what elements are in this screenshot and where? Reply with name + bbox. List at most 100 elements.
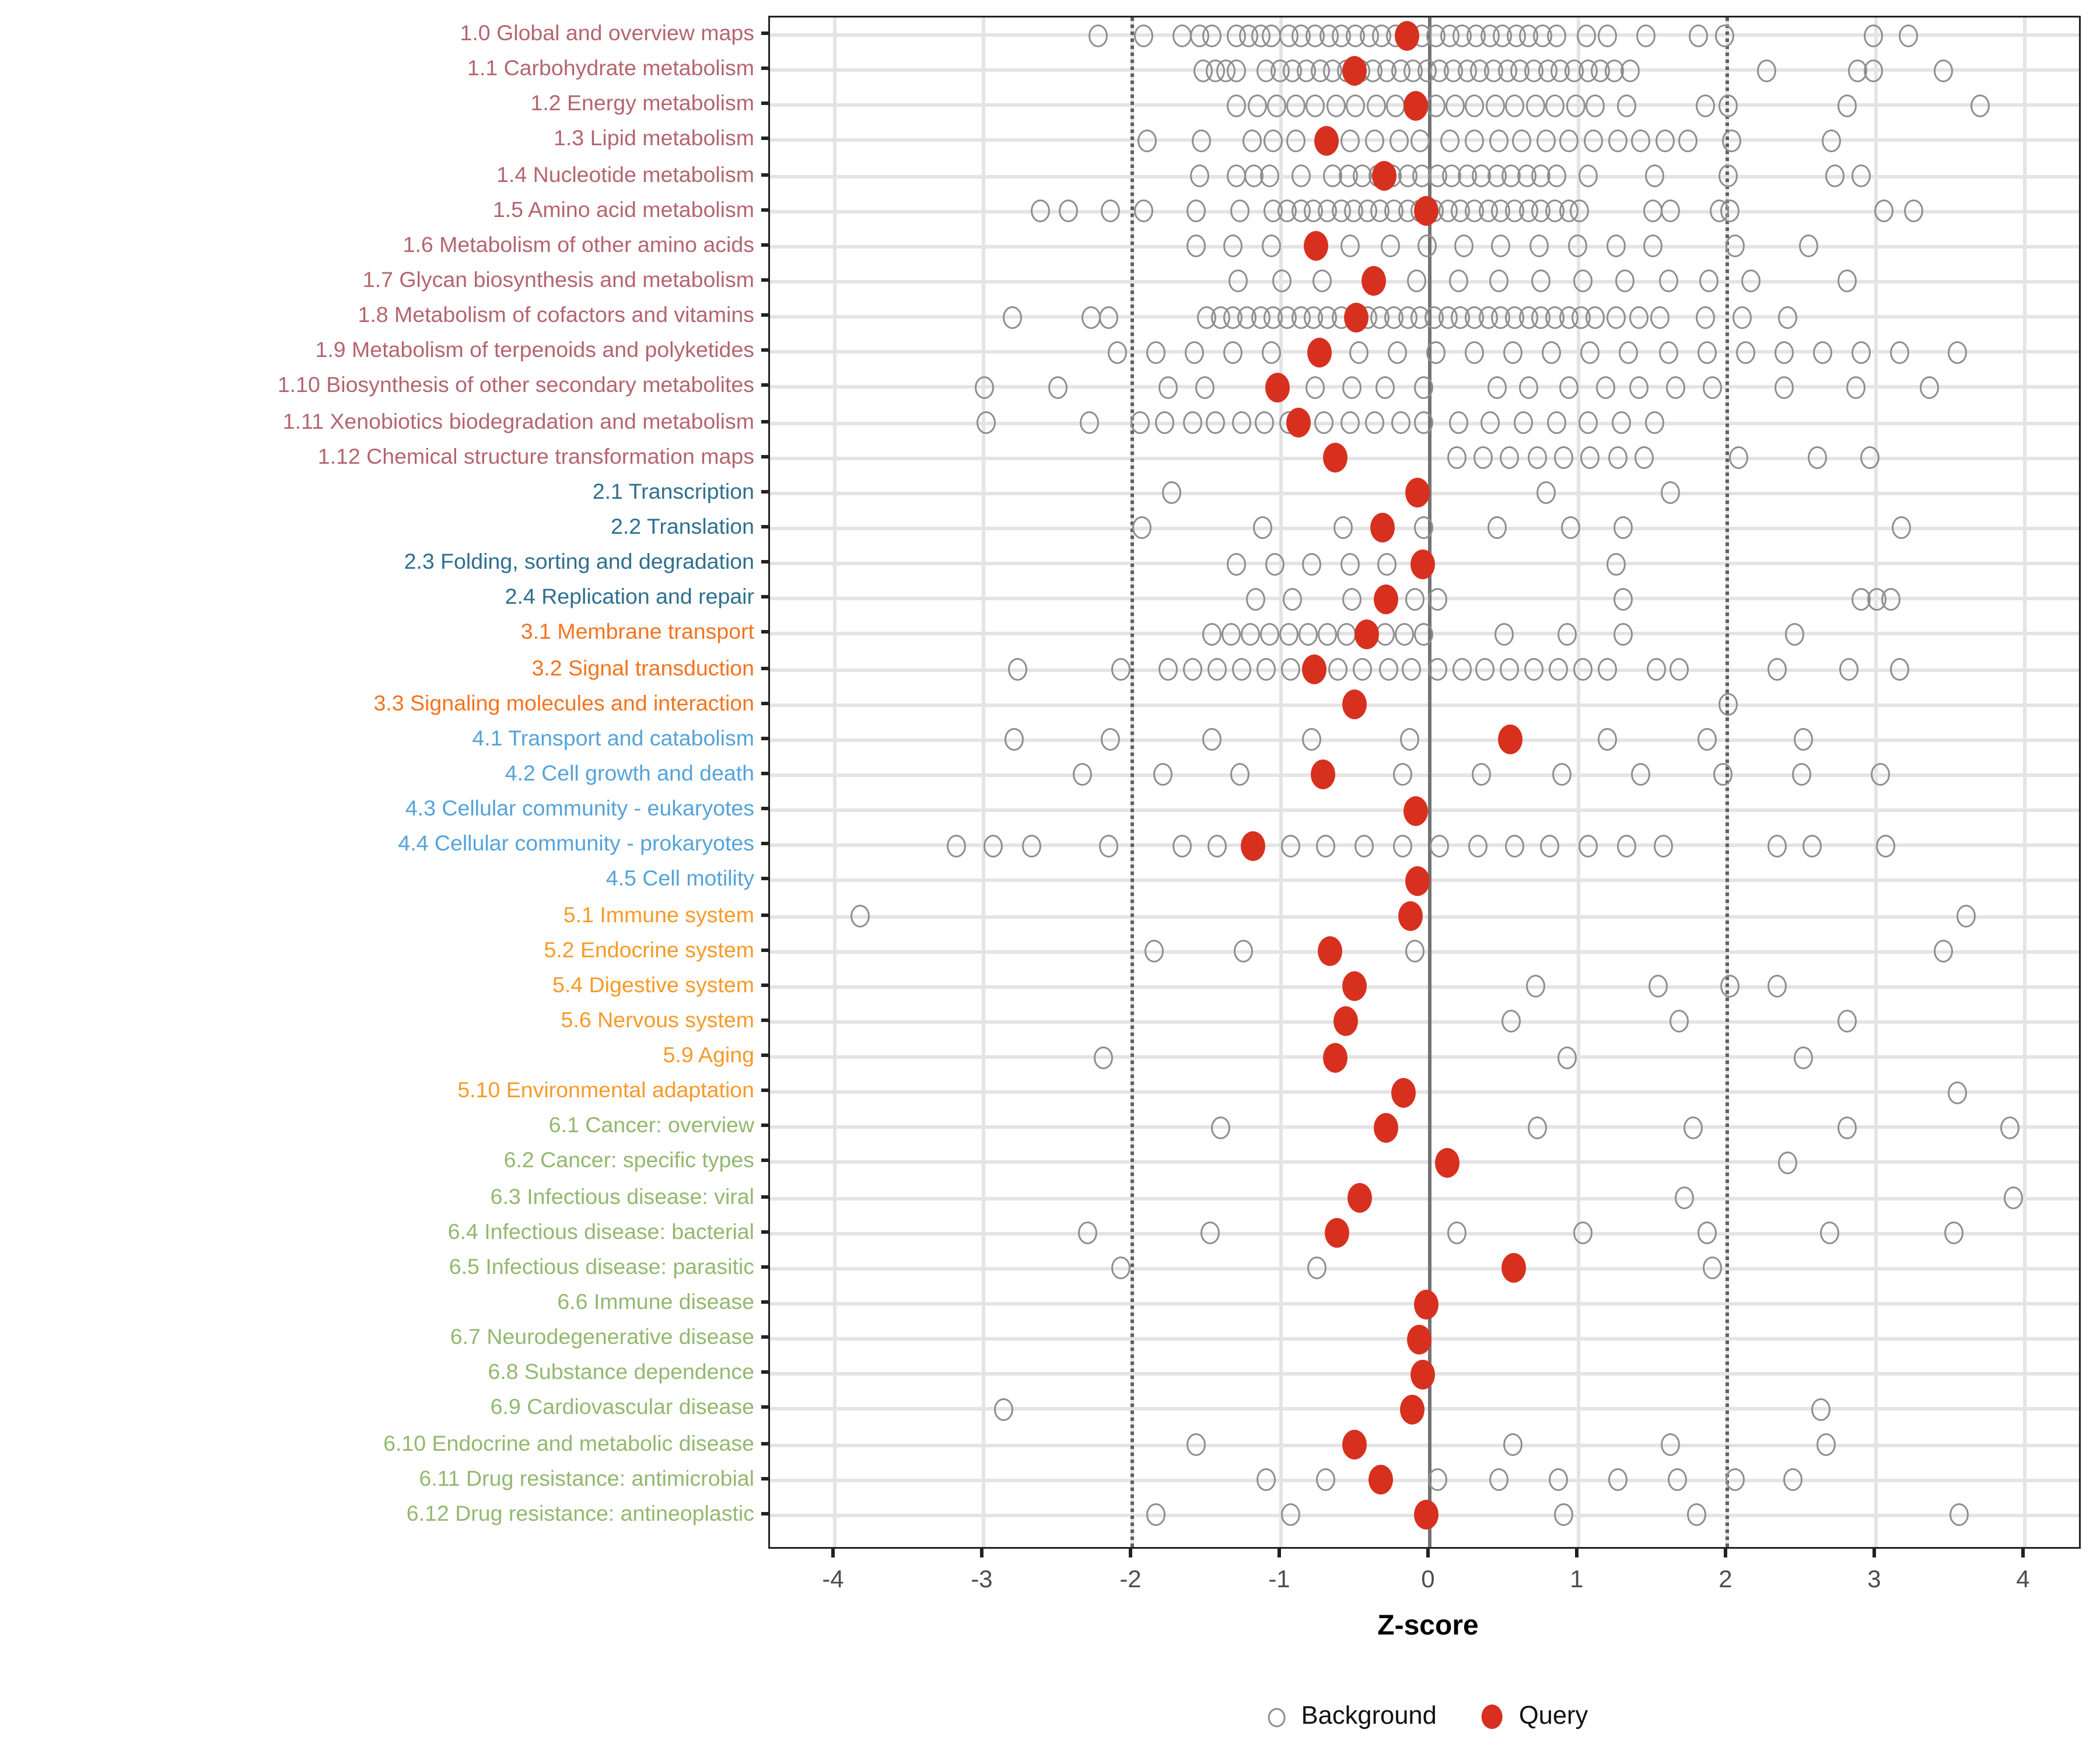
background-dot <box>1793 728 1813 751</box>
background-dot <box>1560 376 1580 399</box>
background-dot <box>1573 1222 1593 1245</box>
category-label: 6.6 Immune disease <box>557 1290 754 1315</box>
background-dot <box>1195 376 1215 399</box>
background-dot <box>1447 1222 1466 1245</box>
h-gridline <box>770 844 2079 848</box>
h-gridline <box>770 1266 2079 1270</box>
background-dot <box>1448 411 1468 435</box>
x-tick-mark <box>1129 1549 1132 1558</box>
y-tick-mark <box>761 1476 768 1480</box>
background-dot <box>1328 658 1348 681</box>
y-tick-mark <box>761 313 768 317</box>
query-dot <box>1322 443 1347 473</box>
query-dot <box>1414 1289 1439 1319</box>
query-dot <box>1240 831 1265 861</box>
category-label: 1.8 Metabolism of cofactors and vitamins <box>358 303 755 328</box>
h-gridline <box>770 1443 2079 1447</box>
background-dot <box>1182 411 1202 435</box>
query-dot <box>1414 196 1439 226</box>
query-dot <box>1341 690 1366 720</box>
background-dot <box>1078 1222 1097 1245</box>
background-dot <box>1836 94 1856 117</box>
query-dot <box>1303 231 1328 261</box>
background-dot <box>1500 446 1520 470</box>
background-dot <box>1341 235 1361 258</box>
background-dot <box>1207 658 1227 681</box>
background-dot <box>1557 1045 1577 1069</box>
background-dot <box>1714 23 1734 47</box>
background-dot <box>993 1398 1013 1421</box>
background-dot <box>1650 305 1670 328</box>
query-dot <box>1334 1007 1359 1037</box>
background-dot <box>1448 270 1468 293</box>
background-dot <box>1822 129 1841 152</box>
background-dot <box>1468 834 1488 858</box>
background-dot <box>1777 305 1797 328</box>
background-dot <box>1836 1116 1856 1139</box>
background-dot <box>1802 834 1822 858</box>
category-label: 1.4 Nucleotide metabolism <box>496 162 754 187</box>
background-dot <box>1658 341 1678 364</box>
category-label: 1.3 Lipid metabolism <box>554 127 754 152</box>
background-dot <box>1314 411 1334 435</box>
category-label: 6.5 Infectious disease: parasitic <box>449 1254 754 1279</box>
background-dot <box>1354 834 1374 858</box>
background-dot <box>1240 622 1259 646</box>
background-dot <box>1658 270 1678 293</box>
background-dot <box>1579 411 1599 435</box>
category-label: 1.6 Metabolism of other amino acids <box>402 232 754 257</box>
background-dot <box>1614 622 1633 646</box>
background-dot <box>1502 1010 1521 1034</box>
background-dot <box>1111 1257 1130 1280</box>
x-tick-mark <box>1724 1549 1727 1558</box>
legend-item-query: Query <box>1482 1703 1588 1731</box>
background-dot <box>1316 834 1335 858</box>
query-dot <box>1402 90 1427 121</box>
background-dot <box>1573 658 1593 681</box>
background-dot <box>1500 658 1520 681</box>
legend-item-background: Background <box>1268 1703 1437 1731</box>
category-label: 4.2 Cell growth and death <box>505 761 754 786</box>
y-tick-mark <box>761 877 768 881</box>
background-dot <box>1454 235 1474 258</box>
background-dot <box>1518 376 1538 399</box>
x-axis-title: Z-score <box>1377 1612 1479 1642</box>
background-dot <box>1341 129 1361 152</box>
background-dot <box>1616 834 1636 858</box>
background-dot <box>1852 341 1871 364</box>
background-dot <box>1186 1433 1206 1457</box>
background-dot <box>1768 658 1788 681</box>
background-dot <box>1283 587 1303 611</box>
background-dot <box>1524 658 1544 681</box>
query-dot <box>1398 901 1423 931</box>
background-dot <box>1365 129 1385 152</box>
y-tick-mark <box>761 701 768 705</box>
background-dot <box>1307 1257 1326 1280</box>
query-dot <box>1368 1465 1393 1495</box>
x-tick-label: 0 <box>1421 1564 1435 1592</box>
background-dot <box>1548 658 1567 681</box>
background-dot <box>1774 341 1794 364</box>
background-dot <box>1647 975 1667 998</box>
background-dot <box>1863 23 1883 47</box>
y-tick-mark <box>761 1088 768 1093</box>
background-dot <box>1631 129 1651 152</box>
background-dot <box>1426 94 1446 117</box>
background-dot <box>1158 658 1178 681</box>
background-dot <box>1646 658 1666 681</box>
background-dot <box>1111 658 1130 681</box>
query-dot <box>1301 654 1326 685</box>
query-dot <box>1325 1218 1350 1248</box>
y-tick-mark <box>761 102 768 106</box>
y-tick-mark <box>761 771 768 775</box>
background-dot <box>1735 341 1755 364</box>
background-dot <box>1088 23 1108 47</box>
background-dot <box>1661 481 1681 505</box>
background-dot <box>1316 1468 1335 1492</box>
background-dot <box>1058 200 1078 223</box>
background-dot <box>1812 341 1832 364</box>
background-dot <box>1414 376 1434 399</box>
category-label: 3.1 Membrane transport <box>520 620 754 645</box>
background-dot <box>1282 1504 1301 1527</box>
background-dot <box>1620 58 1640 82</box>
